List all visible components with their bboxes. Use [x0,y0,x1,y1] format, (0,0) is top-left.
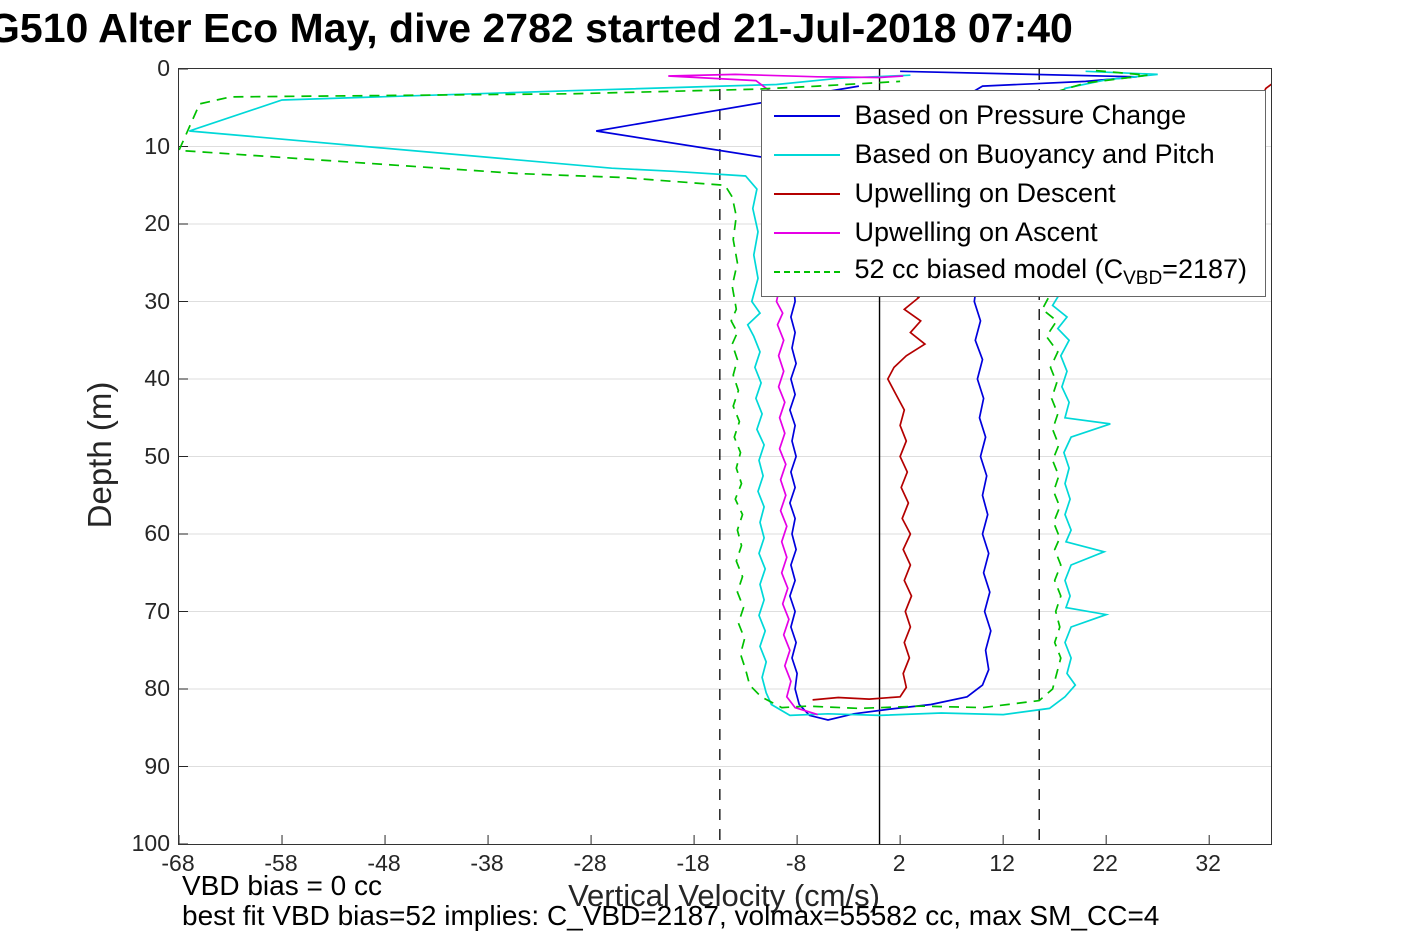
x-tick-label: -48 [367,850,401,876]
y-tick-label: 10 [144,132,170,159]
legend-label-text: =2187) [1162,253,1247,284]
legend-label-text: 52 cc biased model (C [854,253,1124,284]
y-tick-label: 20 [144,210,170,236]
x-tick-label: 2 [892,850,906,876]
y-tick-label: 40 [144,365,170,391]
x-tick-label: 12 [989,850,1015,876]
legend-item-biased-model: 52 cc biased model (CVBD=2187) [774,252,1247,291]
legend-line-icon [774,153,841,156]
legend-item-upwelling-ascent: Upwelling on Ascent [774,213,1247,252]
y-tick-label: 60 [144,520,170,546]
x-tick-label: -28 [573,850,607,876]
legend-dashed-line-icon [774,270,841,273]
x-tick-label: -58 [264,850,298,876]
y-tick-label: 90 [144,752,170,779]
y-tick-label: 30 [144,287,170,314]
legend-line-icon [774,231,841,234]
legend-line-icon [774,114,841,117]
y-tick-label: 70 [144,597,170,624]
series-line-4 [179,69,1148,710]
x-tick-label: -68 [161,850,195,876]
y-axis-tick-labels: 0 10 20 30 40 50 60 70 80 90 100 [118,55,170,856]
legend-item-upwelling-descent: Upwelling on Descent [774,174,1247,213]
legend-label-subscript: VBD [1123,267,1163,289]
y-tick-label: 0 [157,55,170,81]
x-tick-label: 22 [1092,850,1118,876]
y-tick-label: 50 [144,442,170,469]
legend-label: Based on Buoyancy and Pitch [854,139,1215,169]
legend: Based on Pressure Change Based on Buoyan… [761,90,1266,297]
y-tick-label: 80 [144,675,170,701]
annotation-best-fit: best fit VBD bias=52 implies: C_VBD=2187… [182,900,1160,931]
x-tick-label: 32 [1195,850,1221,876]
y-tick-label: 100 [131,830,170,856]
plot-area: Based on Pressure Change Based on Buoyan… [178,68,1272,845]
y-axis-label: Depth (m) [81,381,118,529]
legend-label: Based on Pressure Change [854,100,1187,130]
x-tick-label: -8 [785,850,807,876]
legend-line-icon [774,192,841,195]
legend-item-pressure-change: Based on Pressure Change [774,96,1247,135]
legend-label: Upwelling on Descent [854,178,1116,208]
x-axis-tick-labels: -68 -58 -48 -38 -28 -18 -8 2 12 22 32 [161,850,1270,876]
legend-item-buoyancy-pitch: Based on Buoyancy and Pitch [774,135,1247,174]
legend-label: 52 cc biased model (CVBD=2187) [854,254,1247,290]
x-axis-label: Vertical Velocity (cm/s) [568,878,880,913]
x-tick-label: -18 [676,850,710,876]
legend-label: Upwelling on Ascent [854,217,1098,247]
x-tick-label: -38 [470,850,504,876]
annotation-vbd-bias: VBD bias = 0 cc [182,870,382,901]
series-line-1 [189,70,1158,717]
chart-title: G510 Alter Eco May, dive 2782 started 21… [0,5,1073,51]
